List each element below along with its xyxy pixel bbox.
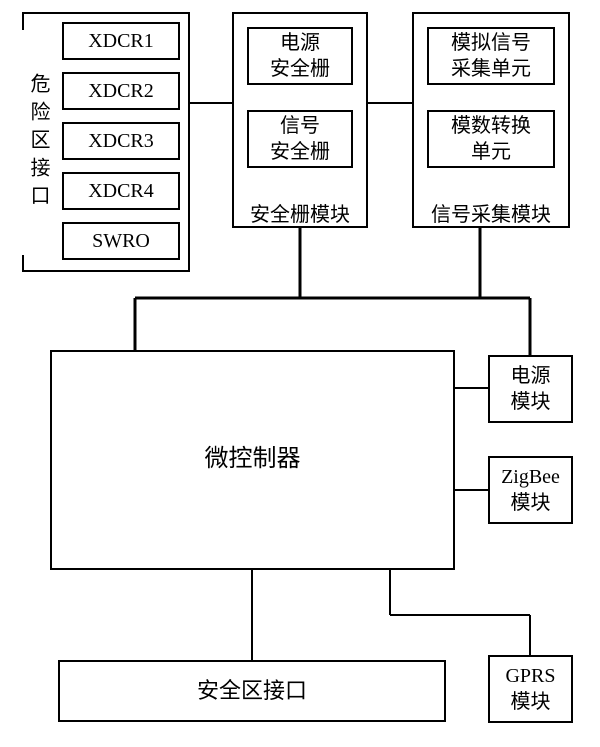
safe-zone-box: 安全区接口 <box>58 660 446 722</box>
xdcr4-box: XDCR4 <box>62 172 180 210</box>
gprs-module-label: GPRS 模块 <box>505 663 555 715</box>
left-caption-text: 危险区接口 <box>25 73 51 213</box>
xdcr2-label: XDCR2 <box>88 78 154 104</box>
signal-caption-text: 信号采集模块 <box>431 204 551 226</box>
xdcr2-box: XDCR2 <box>62 72 180 110</box>
swro-box: SWRO <box>62 222 180 260</box>
xdcr3-box: XDCR3 <box>62 122 180 160</box>
mcu-box: 微控制器 <box>50 350 455 570</box>
analog-acq-label: 模拟信号 采集单元 <box>451 30 531 82</box>
swro-label: SWRO <box>92 228 150 254</box>
gprs-module-box: GPRS 模块 <box>488 655 573 723</box>
safety-caption: 安全栅模块 <box>232 198 368 227</box>
power-module-label: 电源 模块 <box>511 363 551 415</box>
adc-label: 模数转换 单元 <box>451 113 531 165</box>
mcu-label: 微控制器 <box>205 444 301 475</box>
power-module-box: 电源 模块 <box>488 355 573 423</box>
left-group-caption: 危险区接口 <box>22 30 54 255</box>
adc-box: 模数转换 单元 <box>427 110 555 168</box>
safety-caption-text: 安全栅模块 <box>250 204 350 226</box>
signal-barrier-label: 信号 安全栅 <box>270 113 330 165</box>
power-barrier-label: 电源 安全栅 <box>270 30 330 82</box>
safe-zone-label: 安全区接口 <box>197 677 307 706</box>
zigbee-module-label: ZigBee 模块 <box>501 464 560 516</box>
zigbee-module-box: ZigBee 模块 <box>488 456 573 524</box>
signal-caption: 信号采集模块 <box>412 198 570 227</box>
signal-barrier-box: 信号 安全栅 <box>247 110 353 168</box>
xdcr3-label: XDCR3 <box>88 128 154 154</box>
xdcr1-label: XDCR1 <box>88 28 154 54</box>
power-barrier-box: 电源 安全栅 <box>247 27 353 85</box>
xdcr1-box: XDCR1 <box>62 22 180 60</box>
xdcr4-label: XDCR4 <box>88 178 154 204</box>
analog-acq-box: 模拟信号 采集单元 <box>427 27 555 85</box>
